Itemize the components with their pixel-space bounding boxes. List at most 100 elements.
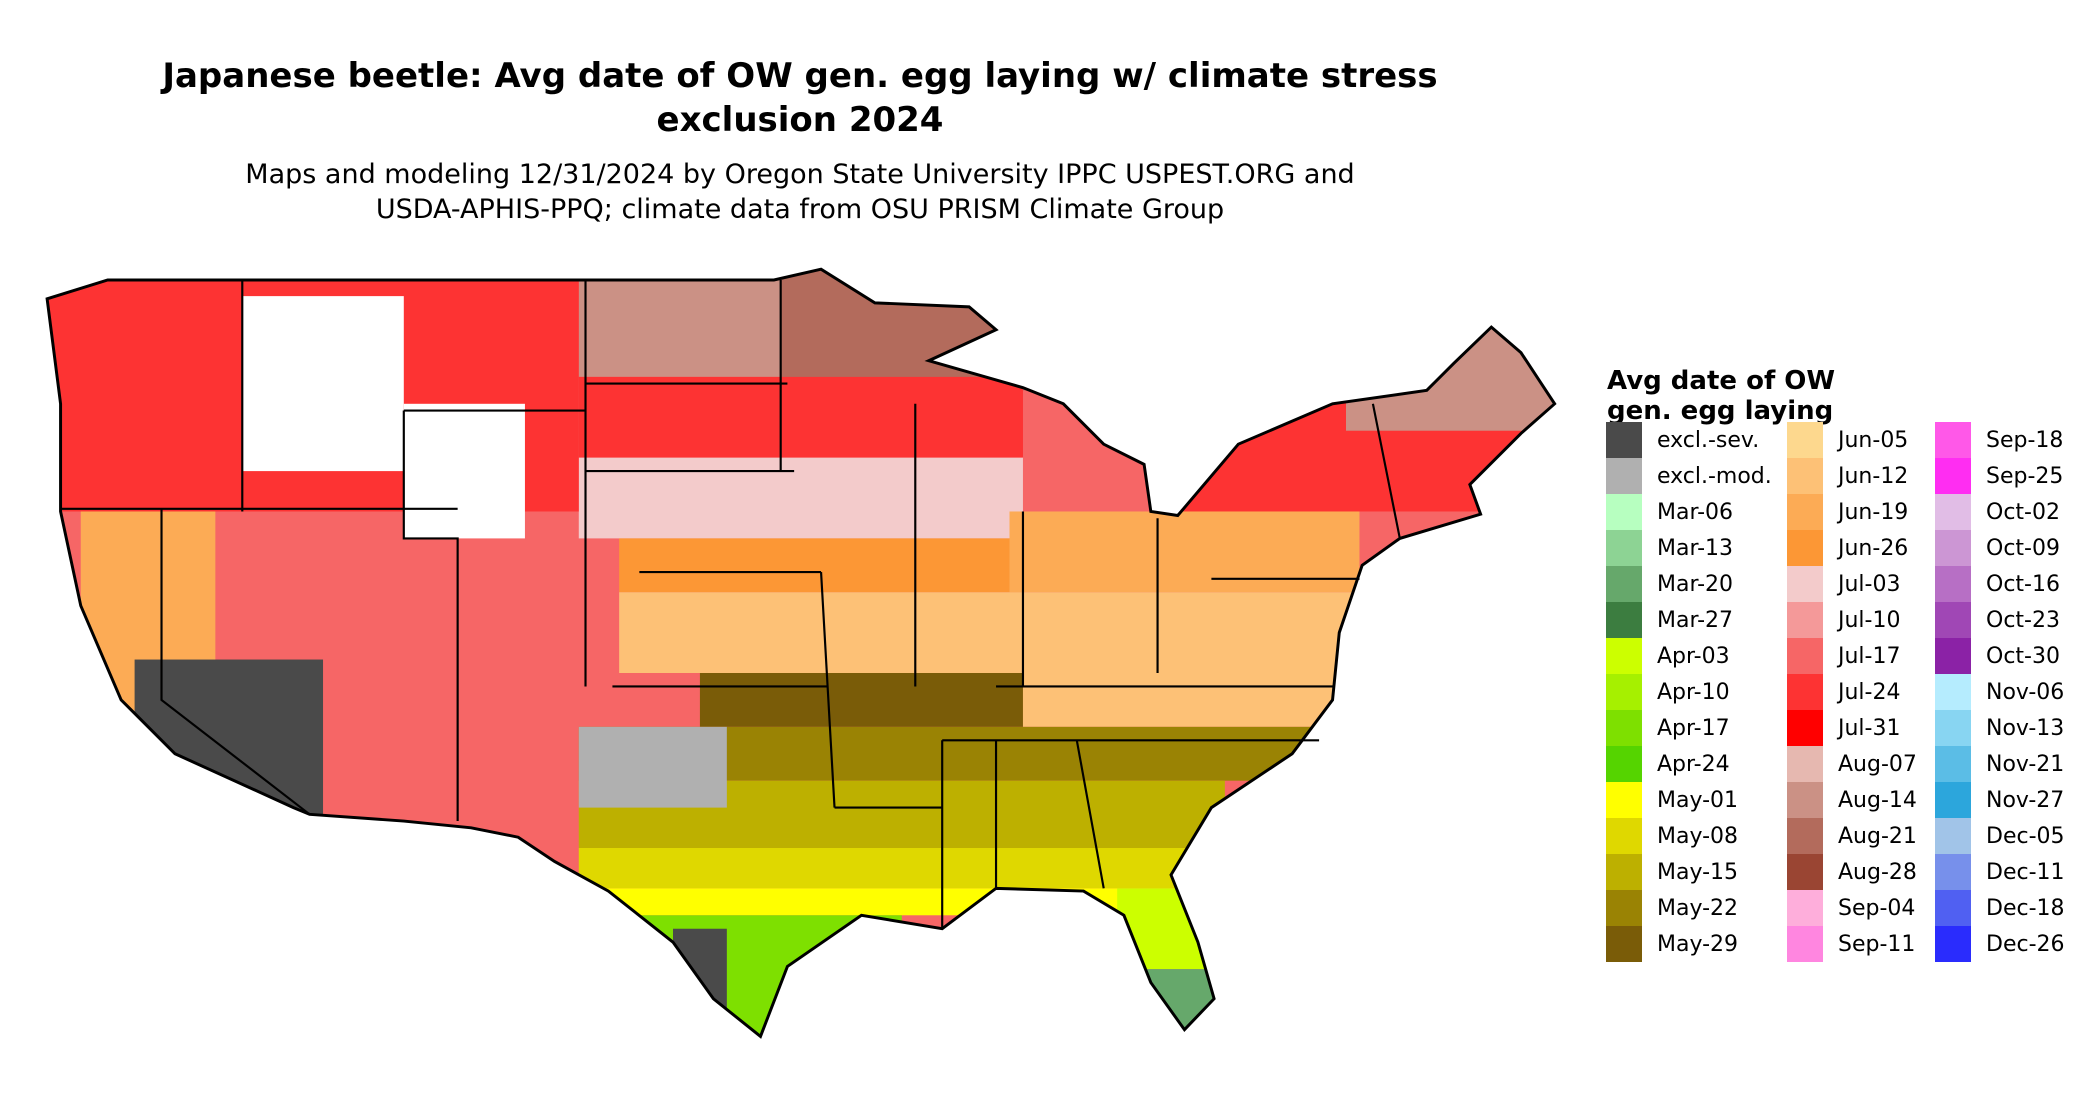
legend-label: Aug-14 <box>1838 787 1917 813</box>
legend-item: excl.-sev. <box>1606 422 1759 458</box>
legend-label: May-29 <box>1657 931 1739 957</box>
legend-swatch <box>1606 602 1642 638</box>
legend-label: Nov-27 <box>1986 787 2065 813</box>
legend-label: Dec-11 <box>1986 859 2065 885</box>
legend-label: Oct-16 <box>1986 571 2060 597</box>
legend-swatch <box>1606 890 1642 926</box>
legend-swatch <box>1606 638 1642 674</box>
legend-label: Nov-13 <box>1986 715 2065 741</box>
legend-item: May-29 <box>1606 926 1738 962</box>
legend-item: Jul-31 <box>1787 710 1900 746</box>
legend-swatch <box>1935 746 1971 782</box>
legend-label: May-22 <box>1657 895 1739 921</box>
legend-label: Jul-10 <box>1838 607 1901 633</box>
legend-label: Oct-30 <box>1986 643 2060 669</box>
legend-item: Nov-13 <box>1935 710 2064 746</box>
us-border <box>45 267 1557 1039</box>
legend-swatch <box>1787 710 1823 746</box>
legend-item: excl.-mod. <box>1606 458 1772 494</box>
legend-swatch <box>1606 422 1642 458</box>
legend-swatch <box>1606 854 1642 890</box>
legend-label: Jul-24 <box>1838 679 1901 705</box>
legend-title-line-2: gen. egg laying <box>1607 396 1834 426</box>
legend-swatch <box>1935 926 1971 962</box>
legend-title: Avg date of OW gen. egg laying <box>1607 366 1835 426</box>
legend-label: Dec-26 <box>1986 931 2065 957</box>
legend-item: Sep-11 <box>1787 926 1915 962</box>
legend-item: Nov-21 <box>1935 746 2064 782</box>
legend-item: Dec-26 <box>1935 926 2065 962</box>
legend-swatch <box>1606 818 1642 854</box>
legend-label: Oct-09 <box>1986 535 2060 561</box>
legend-item: Dec-11 <box>1935 854 2065 890</box>
legend-item: Aug-14 <box>1787 782 1917 818</box>
legend-item: Oct-02 <box>1935 494 2060 530</box>
legend-swatch <box>1787 566 1823 602</box>
legend-item: Jul-10 <box>1787 602 1900 638</box>
map-subtitle-line-2: USDA-APHIS-PPQ; climate data from OSU PR… <box>375 194 1225 225</box>
legend-item: Oct-23 <box>1935 602 2060 638</box>
legend-label: Apr-03 <box>1657 643 1730 669</box>
legend-item: Apr-10 <box>1606 674 1730 710</box>
legend-label: Sep-18 <box>1986 427 2064 453</box>
legend-item: Sep-25 <box>1935 458 2063 494</box>
legend-swatch <box>1606 566 1642 602</box>
legend-title-line-1: Avg date of OW <box>1607 366 1836 396</box>
legend-label: Mar-13 <box>1657 535 1734 561</box>
legend-swatch <box>1935 818 1971 854</box>
legend-item: Jul-03 <box>1787 566 1900 602</box>
legend-label: excl.-mod. <box>1657 463 1772 489</box>
legend-swatch <box>1606 674 1642 710</box>
legend-label: May-15 <box>1657 859 1739 885</box>
legend-label: Apr-10 <box>1657 679 1730 705</box>
legend-label: Aug-28 <box>1838 859 1917 885</box>
legend-label: Jul-17 <box>1838 643 1901 669</box>
legend-item: Dec-18 <box>1935 890 2065 926</box>
legend-item: Apr-24 <box>1606 746 1730 782</box>
legend-label: May-08 <box>1657 823 1739 849</box>
legend-item: Aug-07 <box>1787 746 1917 782</box>
legend-swatch <box>1787 638 1823 674</box>
legend-swatch <box>1935 458 1971 494</box>
map-subtitle-line-1: Maps and modeling 12/31/2024 by Oregon S… <box>245 159 1355 190</box>
legend-swatch <box>1935 710 1971 746</box>
legend-item: May-15 <box>1606 854 1738 890</box>
legend-swatch <box>1935 422 1971 458</box>
legend-label: Jul-03 <box>1838 571 1901 597</box>
legend-label: Aug-07 <box>1838 751 1917 777</box>
legend-label: Jun-05 <box>1838 427 1909 453</box>
legend-swatch <box>1606 782 1642 818</box>
legend-swatch <box>1606 458 1642 494</box>
legend-label: Mar-27 <box>1657 607 1734 633</box>
legend-item: May-01 <box>1606 782 1738 818</box>
legend-item: Mar-20 <box>1606 566 1733 602</box>
legend-label: Jun-26 <box>1838 535 1909 561</box>
legend-label: Apr-17 <box>1657 715 1730 741</box>
legend-swatch <box>1935 602 1971 638</box>
legend-swatch <box>1787 854 1823 890</box>
legend-swatch <box>1935 854 1971 890</box>
legend-label: Oct-23 <box>1986 607 2060 633</box>
legend-swatch <box>1935 890 1971 926</box>
legend-item: May-22 <box>1606 890 1738 926</box>
legend-label: Apr-24 <box>1657 751 1730 777</box>
legend-swatch <box>1787 890 1823 926</box>
legend-swatch <box>1787 494 1823 530</box>
legend-swatch <box>1606 710 1642 746</box>
legend-label: Aug-21 <box>1838 823 1917 849</box>
legend-item: Nov-27 <box>1935 782 2064 818</box>
legend-swatch <box>1606 746 1642 782</box>
map-title-line-1: Japanese beetle: Avg date of OW gen. egg… <box>162 56 1438 96</box>
legend-swatch <box>1787 746 1823 782</box>
legend-item: Apr-17 <box>1606 710 1730 746</box>
legend-item: Mar-13 <box>1606 530 1733 566</box>
legend-swatch <box>1935 782 1971 818</box>
map-title-line-2: exclusion 2024 <box>656 100 944 140</box>
legend-item: Jul-24 <box>1787 674 1900 710</box>
legend-item: Sep-04 <box>1787 890 1915 926</box>
legend-item: Oct-30 <box>1935 638 2060 674</box>
legend-item: Jul-17 <box>1787 638 1900 674</box>
legend-swatch <box>1787 602 1823 638</box>
legend-swatch <box>1606 530 1642 566</box>
legend-item: Oct-16 <box>1935 566 2060 602</box>
